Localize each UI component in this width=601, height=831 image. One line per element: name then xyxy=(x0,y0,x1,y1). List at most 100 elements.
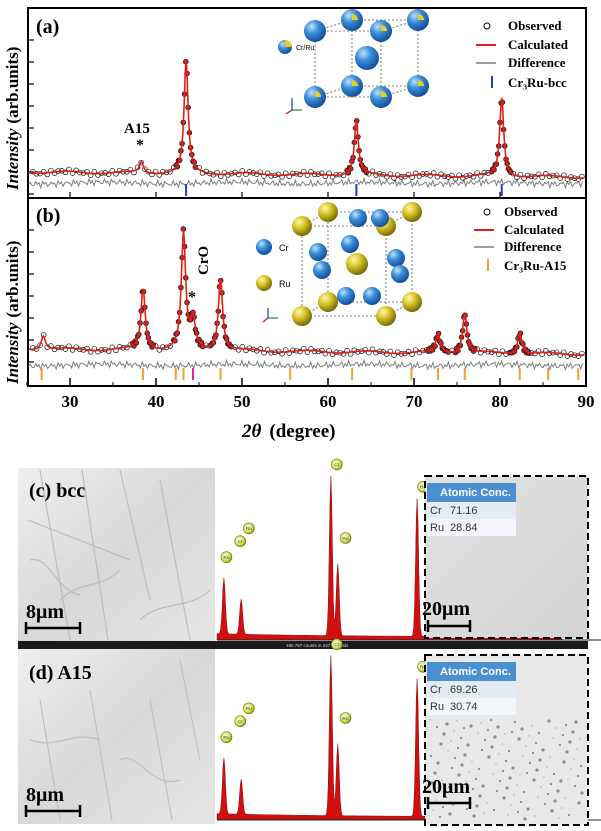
sem-speckle xyxy=(433,771,437,775)
y-axis-label-top-units: (arb.units) xyxy=(3,47,22,124)
panel-d: (d) A15 8μm Ru Cr Ru Cr Ru Ru Cr Atomic Conc. … xyxy=(18,638,601,826)
atom-ru-center xyxy=(346,253,368,275)
table-header: Atomic Conc. xyxy=(440,666,511,678)
sem-speckle xyxy=(562,760,566,764)
edx-peak-label-icon xyxy=(331,458,343,471)
edx-peak-label: Ru xyxy=(342,716,348,722)
sem-speckle xyxy=(441,779,443,781)
legend-observed-symbol xyxy=(483,208,491,216)
sem-speckle xyxy=(447,785,451,789)
sem-speckle xyxy=(537,796,539,798)
sem-speckle xyxy=(498,753,500,755)
sem-speckle xyxy=(478,794,482,798)
sem-speckle xyxy=(445,722,449,726)
bcc-crystal-structure: Cr/Ru xyxy=(278,9,429,115)
sem-speckle xyxy=(430,781,434,785)
sem-speckle xyxy=(520,727,524,731)
sem-speckle xyxy=(492,808,496,812)
sem-speckle xyxy=(468,771,470,773)
sem-speckle xyxy=(543,802,547,806)
sem-speckle xyxy=(472,814,476,818)
atom-cr xyxy=(337,287,355,305)
observed-point xyxy=(340,351,347,357)
atom-legend-cr-swatch xyxy=(256,239,272,255)
sem-speckle xyxy=(453,756,457,760)
sem-speckle xyxy=(564,723,568,727)
scale-label-right: 20μm xyxy=(422,598,470,620)
observed-point xyxy=(535,171,542,177)
table-cell-value: 69.26 xyxy=(450,684,478,696)
x-tick-label: 60 xyxy=(320,392,337,411)
sem-speckle xyxy=(466,743,470,747)
sem-speckle xyxy=(553,799,557,803)
sem-speckle xyxy=(463,753,467,757)
sem-speckles xyxy=(429,718,584,821)
sem-speckle xyxy=(574,720,578,724)
table-cell-value: 71.16 xyxy=(450,505,478,517)
sem-speckle xyxy=(568,740,572,744)
table-header-bg xyxy=(427,662,516,681)
observed-point xyxy=(510,170,516,177)
observed-point xyxy=(142,166,148,172)
observed-point xyxy=(116,344,123,350)
scale-bar-right xyxy=(426,797,472,809)
sem-speckle xyxy=(558,743,562,747)
cro-peak-annotation: CrO xyxy=(196,246,212,275)
edx-spectrum-a15 xyxy=(215,649,423,824)
atom-legend-cr-ru: Cr/Ru xyxy=(296,45,314,52)
sem-speckle xyxy=(523,817,527,821)
observed-point xyxy=(470,174,477,180)
table-row xyxy=(427,519,516,536)
sem-speckle xyxy=(579,764,583,768)
panel-b-plot xyxy=(28,226,585,380)
observed-point xyxy=(84,169,90,175)
sem-speckle xyxy=(505,786,509,790)
sem-speckle xyxy=(528,761,532,765)
sem-speckle xyxy=(541,748,545,752)
sem-speckle xyxy=(465,807,469,811)
sem-speckle xyxy=(567,813,571,817)
legend-difference: Difference xyxy=(504,239,562,254)
observed-point xyxy=(275,171,282,178)
sem-speckle xyxy=(507,749,511,753)
sem-speckle xyxy=(567,778,569,780)
sem-speckle xyxy=(531,751,535,755)
sem-speckle xyxy=(538,758,542,762)
legend-phase-a15: Cr₃Ru-A15 xyxy=(504,258,567,273)
atom-ru xyxy=(376,306,396,326)
a15-peak-marker: * xyxy=(136,137,144,154)
table-cell-element: Ru xyxy=(430,522,444,534)
sem-speckle xyxy=(556,789,560,793)
legend-observed-symbol xyxy=(483,22,491,30)
sem-speckle xyxy=(495,763,497,765)
sem-speckle xyxy=(501,769,505,773)
sem-speckle xyxy=(577,801,581,805)
sem-image-a15 xyxy=(18,649,215,824)
x-tick-label: 80 xyxy=(492,392,509,411)
sem-speckle xyxy=(579,738,581,740)
spectrum-status-text: 190.757 counts in 247 seconds xyxy=(286,643,349,648)
atomic-conc-table-d: Atomic Conc. Cr 69.26 Ru 30.74 xyxy=(427,662,516,715)
x-tick-label: 90 xyxy=(578,392,595,411)
observed-point xyxy=(105,171,112,178)
x-tick-labels: 30 40 50 60 70 80 90 xyxy=(62,392,595,411)
sem-speckle xyxy=(459,736,463,740)
legend-observed: Observed xyxy=(508,18,562,33)
table-row xyxy=(427,502,516,519)
edx-peak-label-icon xyxy=(243,522,255,535)
table-header: Atomic Conc. xyxy=(440,487,511,499)
table-cell-element: Ru xyxy=(430,701,444,713)
sem-speckle xyxy=(498,779,502,783)
observed-point xyxy=(384,173,390,180)
observed-point xyxy=(149,171,155,178)
sem-speckle xyxy=(537,731,541,735)
observed-point xyxy=(308,346,314,352)
sem-speckle xyxy=(439,742,443,746)
edx-peak-label-icon xyxy=(220,551,233,564)
sem-speckle xyxy=(570,768,572,770)
sem-speckle xyxy=(507,814,509,816)
sem-speckle xyxy=(471,761,473,763)
panel-b-label: (b) xyxy=(36,205,60,227)
sem-status-bar xyxy=(18,641,588,649)
observed-point xyxy=(514,174,520,181)
